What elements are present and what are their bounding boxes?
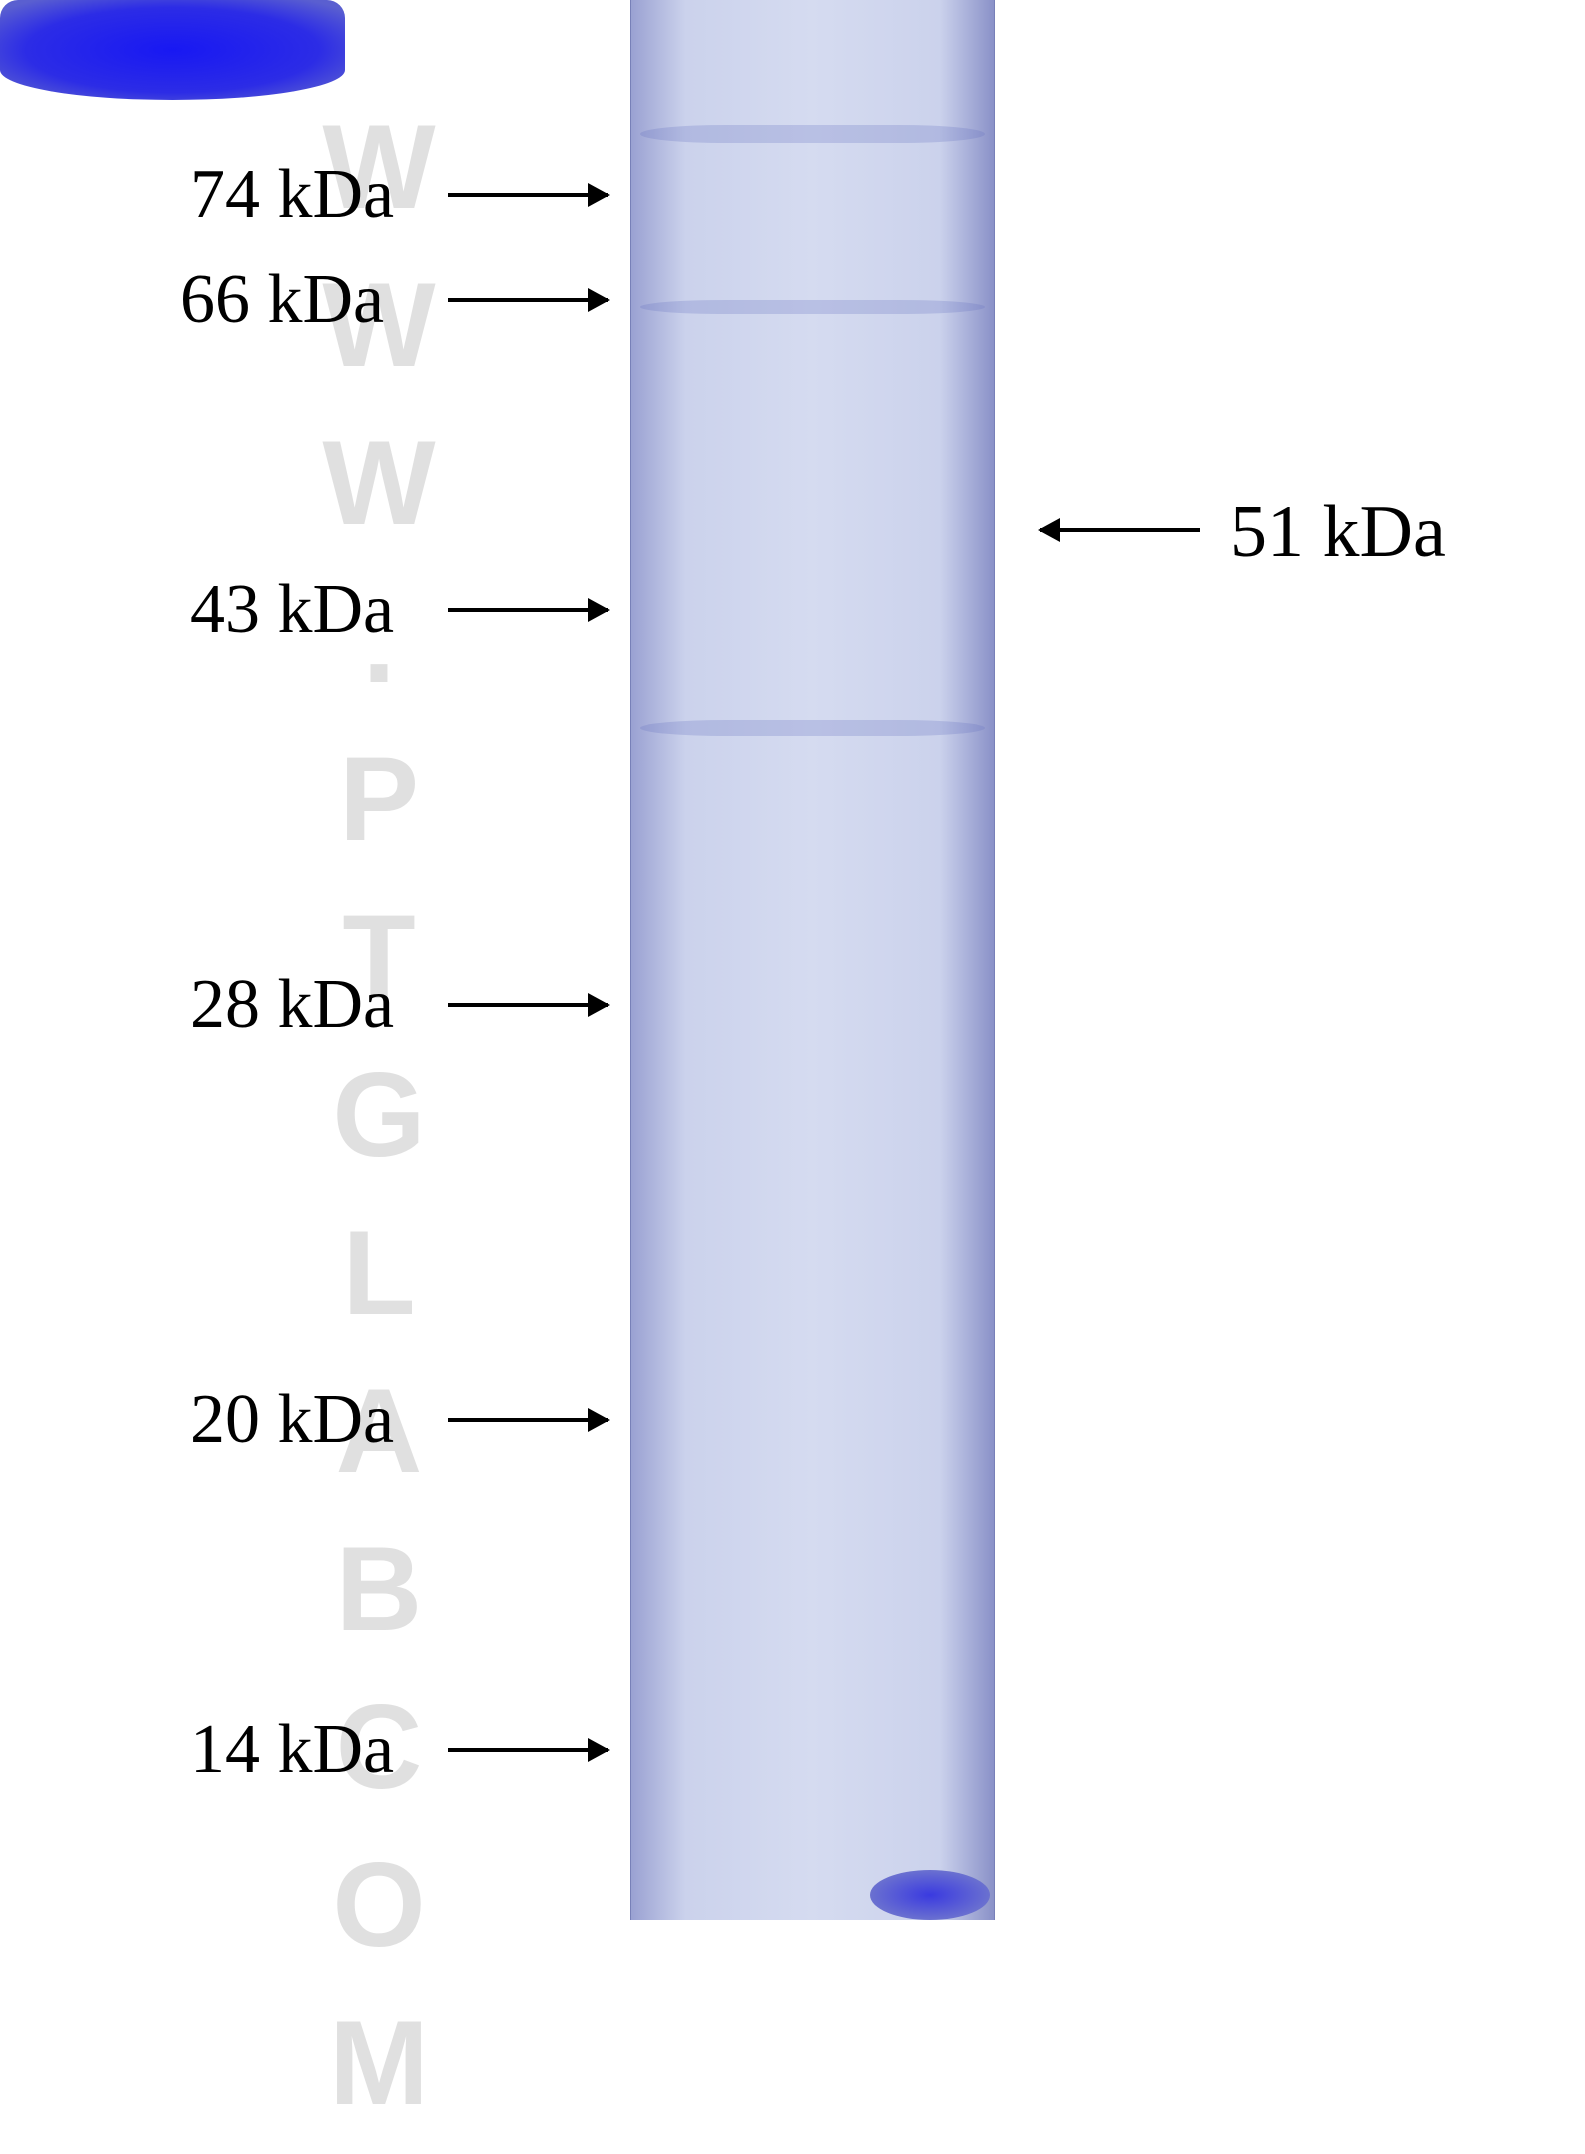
gel-lane bbox=[630, 0, 995, 1920]
marker-arrow-14 bbox=[448, 1748, 608, 1752]
marker-label-43: 43 kDa bbox=[190, 570, 394, 650]
watermark-text: WWW.PTGLABCOM bbox=[310, 100, 448, 2154]
faint-band bbox=[640, 125, 985, 143]
target-protein-band bbox=[0, 0, 345, 100]
faint-band bbox=[640, 300, 985, 314]
bottom-dye-front bbox=[870, 1870, 990, 1920]
marker-label-20: 20 kDa bbox=[190, 1380, 394, 1460]
marker-arrow-66 bbox=[448, 298, 608, 302]
marker-label-74: 74 kDa bbox=[190, 155, 394, 235]
marker-arrow-74 bbox=[448, 193, 608, 197]
marker-arrow-28 bbox=[448, 1003, 608, 1007]
marker-label-28: 28 kDa bbox=[190, 965, 394, 1045]
target-arrow bbox=[1040, 528, 1200, 532]
target-label-51: 51 kDa bbox=[1230, 490, 1446, 575]
marker-arrow-43 bbox=[448, 608, 608, 612]
figure-container: WWW.PTGLABCOM 74 kDa 66 kDa 43 kDa 28 kD… bbox=[0, 0, 1585, 1949]
marker-arrow-20 bbox=[448, 1418, 608, 1422]
faint-band bbox=[640, 720, 985, 736]
marker-label-14: 14 kDa bbox=[190, 1710, 394, 1790]
content-layer: 74 kDa 66 kDa 43 kDa 28 kDa 20 kDa 14 kD… bbox=[0, 0, 1585, 100]
marker-label-66: 66 kDa bbox=[180, 260, 384, 340]
